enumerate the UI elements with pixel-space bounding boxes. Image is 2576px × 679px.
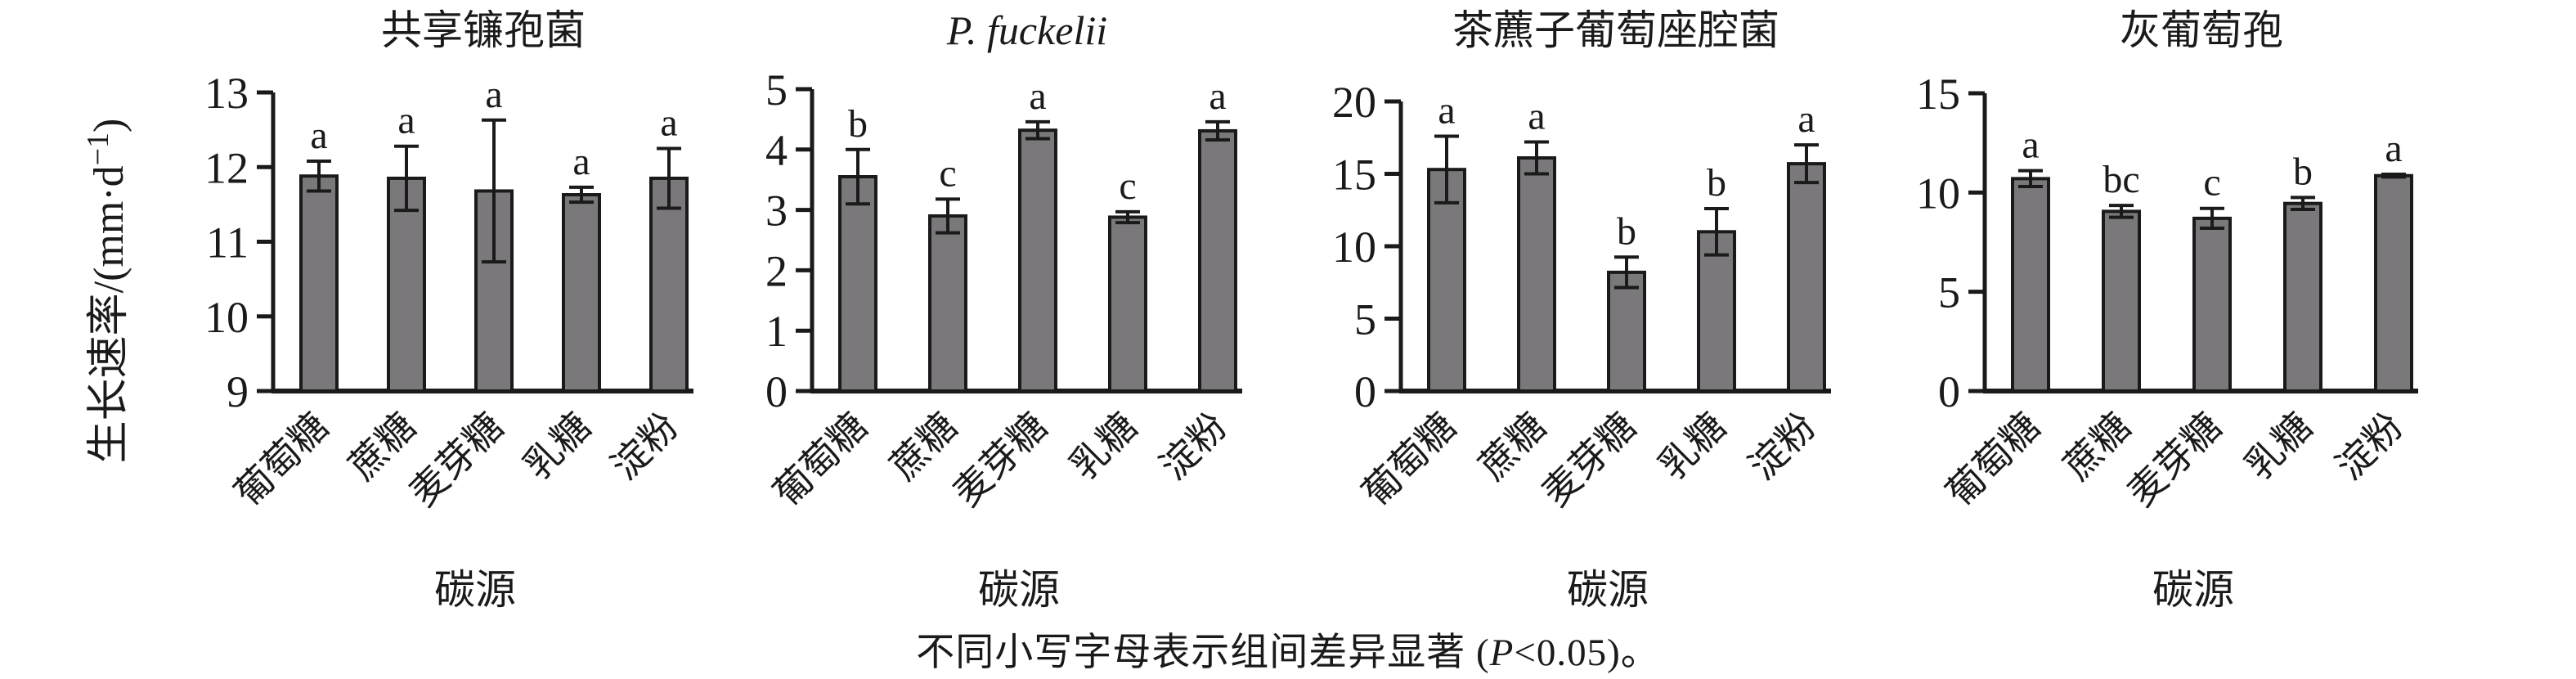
caption-text-post: <0.05)。 [1514,632,1660,674]
x-axis-label: 碳源 [434,567,516,613]
y-tick-label: 5 [765,65,788,115]
y-tick-label: 0 [765,367,788,416]
sig-letter: c [1119,164,1136,208]
sig-letter: b [1707,161,1726,205]
sig-letter: b [848,102,868,146]
bar [1198,128,1237,393]
y-tick-label: 12 [204,143,249,192]
y-axis-label: 生长速率/(mm·d−1) [81,119,132,464]
sig-letter: a [1029,74,1046,118]
x-tick-label: 葡萄糖 [227,405,336,515]
sig-letter: a [572,140,590,183]
x-tick-label: 麦芽糖 [2120,405,2229,515]
caption-text-pre: 不同小写字母表示组间差异显著 ( [916,632,1490,674]
sig-letter: a [1797,97,1815,141]
sig-letter: bc [2103,158,2139,201]
x-tick-label: 乳糖 [1651,405,1734,488]
y-tick-label: 1 [765,307,788,356]
figure-caption: 不同小写字母表示组间差异显著 (P<0.05)。 [0,620,2576,677]
bar [299,174,339,393]
bar [2283,201,2322,393]
sig-letter: a [660,101,677,144]
bar [2192,216,2232,393]
sig-letter: a [1209,74,1226,118]
sig-letter: b [1617,209,1636,253]
y-tick-label: 15 [1332,151,1376,200]
y-tick-label: 11 [206,218,249,268]
bar [2374,173,2413,393]
y-tick-label: 5 [1938,268,1960,317]
y-tick-label: 2 [765,246,788,295]
sig-letter: a [2385,127,2402,170]
sig-letter: a [1438,88,1455,132]
x-tick-label: 麦芽糖 [1534,405,1644,515]
y-tick-label: 10 [1916,169,1960,218]
sig-letter: b [2293,150,2313,193]
x-tick-label: 淀粉 [2328,405,2411,488]
x-tick-label: 乳糖 [2237,405,2320,488]
panel-title: 灰葡萄孢 [2120,7,2283,53]
bar [1517,156,1556,393]
sig-letter: c [2203,161,2220,205]
y-tick-label: 13 [204,69,249,118]
x-tick-label: 麦芽糖 [402,405,511,515]
x-tick-label: 葡萄糖 [1938,405,2048,515]
bar [1018,128,1057,393]
y-tick-label: 3 [765,187,788,236]
x-axis-label: 碳源 [2152,567,2234,613]
y-tick-label: 0 [1938,367,1960,416]
x-tick-label: 蔗糖 [882,405,965,488]
bar [562,193,601,393]
bar [838,175,877,393]
panel-title: 共享镰孢菌 [381,7,586,53]
bar [1787,162,1826,393]
sig-letter: a [310,114,327,157]
y-tick-label: 10 [204,293,249,342]
caption-p-symbol: P [1489,632,1515,674]
x-axis-label: 碳源 [978,567,1060,613]
sig-letter: a [397,99,415,142]
x-axis-label: 碳源 [1567,567,1649,613]
y-tick-label: 0 [1354,367,1376,416]
bar [649,176,689,393]
bar [1427,168,1466,393]
y-tick-label: 20 [1332,78,1376,127]
panel-title: P. fuckelii [946,7,1107,53]
bar [1108,215,1147,393]
sig-letter: a [2022,124,2039,167]
bar [1697,230,1736,393]
panel-title: 茶藨子葡萄座腔菌 [1452,7,1779,53]
x-tick-label: 淀粉 [604,405,686,488]
x-tick-label: 麦芽糖 [945,405,1055,515]
bar [2011,177,2050,393]
panel-1: 共享镰孢菌910111213a葡萄糖a蔗糖a麦芽糖a乳糖a淀粉碳源生长速率/(m… [81,7,693,613]
x-tick-label: 蔗糖 [1471,405,1554,488]
y-tick-label: 10 [1332,223,1376,272]
x-tick-label: 葡萄糖 [765,405,875,515]
bar [2102,209,2141,393]
y-tick-label: 9 [227,367,249,416]
x-tick-label: 淀粉 [1152,405,1235,488]
x-tick-label: 乳糖 [516,405,599,488]
sig-letter: c [939,151,956,195]
x-tick-label: 乳糖 [1062,405,1145,488]
sig-letter: a [1528,95,1545,138]
bar [928,214,967,393]
y-tick-label: 5 [1354,295,1376,344]
sig-letter: a [485,73,502,116]
x-tick-label: 蔗糖 [2056,405,2138,488]
bar [1607,270,1646,393]
y-tick-label: 15 [1916,70,1960,119]
x-tick-label: 葡萄糖 [1354,405,1464,515]
x-tick-label: 淀粉 [1741,405,1824,488]
y-tick-label: 4 [765,126,788,175]
